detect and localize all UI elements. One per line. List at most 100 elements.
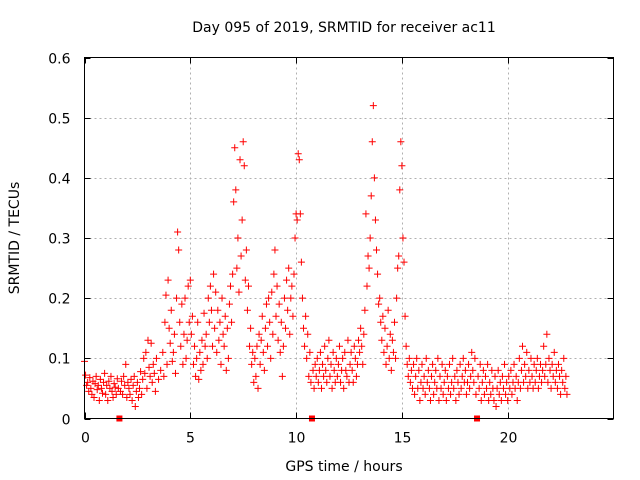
data-point bbox=[377, 318, 385, 326]
data-point bbox=[185, 318, 193, 326]
data-point bbox=[270, 270, 278, 278]
data-point bbox=[462, 390, 470, 398]
data-point bbox=[100, 378, 108, 386]
data-point bbox=[125, 384, 133, 392]
data-point bbox=[539, 366, 547, 374]
data-point bbox=[224, 354, 232, 362]
data-point bbox=[234, 234, 242, 242]
data-point bbox=[159, 348, 167, 356]
data-point bbox=[347, 348, 355, 356]
data-point bbox=[93, 386, 101, 394]
data-point bbox=[216, 318, 224, 326]
data-point bbox=[423, 378, 431, 386]
data-point bbox=[256, 360, 264, 368]
data-point bbox=[515, 354, 523, 362]
data-point bbox=[440, 378, 448, 386]
data-point bbox=[225, 300, 233, 308]
data-point bbox=[108, 387, 116, 395]
data-point bbox=[111, 383, 119, 391]
data-point bbox=[273, 282, 281, 290]
data-point bbox=[388, 336, 396, 344]
data-point bbox=[279, 342, 287, 350]
data-point bbox=[499, 384, 507, 392]
data-point bbox=[200, 309, 208, 317]
data-point bbox=[396, 186, 404, 194]
data-point bbox=[253, 342, 261, 350]
data-point bbox=[175, 246, 183, 254]
data-point bbox=[209, 342, 217, 350]
data-point bbox=[217, 360, 225, 368]
data-point bbox=[134, 393, 142, 401]
data-point bbox=[405, 354, 413, 362]
data-point bbox=[373, 246, 381, 254]
data-point bbox=[329, 348, 337, 356]
data-point bbox=[426, 396, 434, 404]
data-point bbox=[182, 354, 190, 362]
data-point bbox=[240, 162, 248, 170]
data-point bbox=[87, 384, 95, 392]
data-point bbox=[289, 312, 297, 320]
data-point bbox=[170, 330, 178, 338]
data-point bbox=[434, 354, 442, 362]
data-point bbox=[132, 387, 140, 395]
data-point bbox=[238, 216, 246, 224]
data-point bbox=[271, 246, 279, 254]
data-point bbox=[210, 270, 218, 278]
data-point bbox=[146, 372, 154, 380]
data-point bbox=[436, 372, 444, 380]
y-tick-label: 0 bbox=[62, 413, 71, 429]
data-point bbox=[337, 378, 345, 386]
data-point bbox=[214, 306, 222, 314]
data-point bbox=[300, 324, 308, 332]
data-point bbox=[98, 389, 106, 397]
data-point bbox=[525, 366, 533, 374]
data-point bbox=[269, 330, 277, 338]
data-point bbox=[145, 363, 153, 371]
data-point bbox=[428, 372, 436, 380]
data-point bbox=[543, 330, 551, 338]
data-point bbox=[297, 258, 305, 266]
data-point bbox=[268, 288, 276, 296]
data-point bbox=[356, 348, 364, 356]
data-point bbox=[324, 354, 332, 362]
data-point bbox=[350, 342, 358, 350]
data-point bbox=[246, 342, 254, 350]
data-point bbox=[316, 348, 324, 356]
data-point bbox=[196, 348, 204, 356]
data-point bbox=[327, 360, 335, 368]
data-point bbox=[551, 378, 559, 386]
data-point bbox=[502, 390, 510, 398]
data-point bbox=[251, 354, 259, 362]
data-point bbox=[364, 252, 372, 260]
data-point bbox=[435, 396, 443, 404]
data-point bbox=[476, 360, 484, 368]
data-point bbox=[161, 318, 169, 326]
data-point bbox=[548, 360, 556, 368]
data-point bbox=[90, 393, 98, 401]
data-point bbox=[233, 264, 241, 272]
data-point bbox=[140, 354, 148, 362]
data-point bbox=[187, 330, 195, 338]
x-tick-label: 5 bbox=[186, 431, 195, 447]
x-tick-labels: 0 5 10 15 20 bbox=[81, 431, 517, 447]
data-point bbox=[507, 366, 515, 374]
data-point bbox=[422, 354, 430, 362]
y-tick-label: 0.5 bbox=[48, 112, 70, 128]
data-point bbox=[189, 360, 197, 368]
data-point bbox=[173, 294, 181, 302]
data-point bbox=[560, 354, 568, 362]
data-point bbox=[307, 378, 315, 386]
data-point bbox=[92, 372, 100, 380]
data-point bbox=[478, 378, 486, 386]
data-point bbox=[352, 372, 360, 380]
data-point bbox=[486, 378, 494, 386]
data-point bbox=[449, 354, 457, 362]
data-point bbox=[541, 372, 549, 380]
data-point bbox=[446, 360, 454, 368]
data-point bbox=[286, 330, 294, 338]
data-point bbox=[374, 270, 382, 278]
data-point bbox=[386, 330, 394, 338]
data-point bbox=[498, 372, 506, 380]
data-point bbox=[136, 384, 144, 392]
data-point bbox=[483, 384, 491, 392]
